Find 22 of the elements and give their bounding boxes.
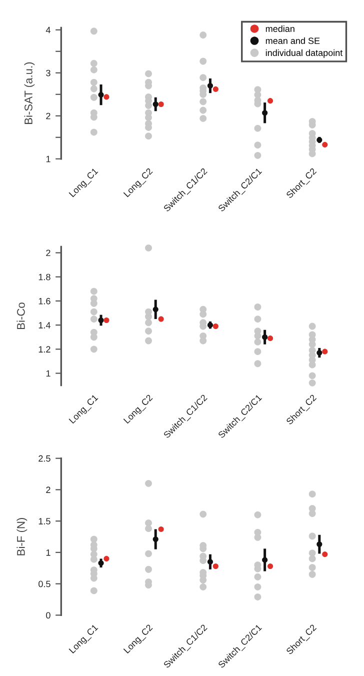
y-tick-label: 1.4 — [38, 322, 50, 328]
y-axis-title: Bi-SAT (a.u.) — [24, 62, 35, 124]
y-tick-label: 2 — [46, 112, 50, 120]
y-tick-label: 1 — [46, 156, 50, 162]
y-tick-label: 1.5 — [38, 518, 50, 524]
y-tick-label: 1.6 — [38, 298, 50, 304]
y-tick-label: 0 — [46, 612, 50, 619]
legend-label: mean and SE — [266, 37, 320, 44]
legend-label: median — [266, 25, 294, 32]
y-tick-label: 1 — [46, 549, 50, 556]
y-tick-label: 3 — [46, 70, 50, 76]
y-tick-label: 1.8 — [38, 274, 50, 280]
y-tick-label: 4 — [46, 26, 50, 34]
y-tick-label: 1 — [46, 370, 50, 377]
y-tick-label: 0.5 — [38, 580, 50, 588]
legend-label: individual datapoint — [266, 49, 343, 58]
y-tick-label: 2 — [46, 250, 50, 256]
y-tick-label: 2 — [46, 486, 50, 493]
y-axis-title: Bi-Co — [16, 302, 25, 330]
y-tick-label: 1.2 — [38, 346, 50, 352]
y-tick-label: 2.5 — [38, 455, 50, 462]
y-axis-title: Bi-F (N) — [16, 518, 28, 556]
